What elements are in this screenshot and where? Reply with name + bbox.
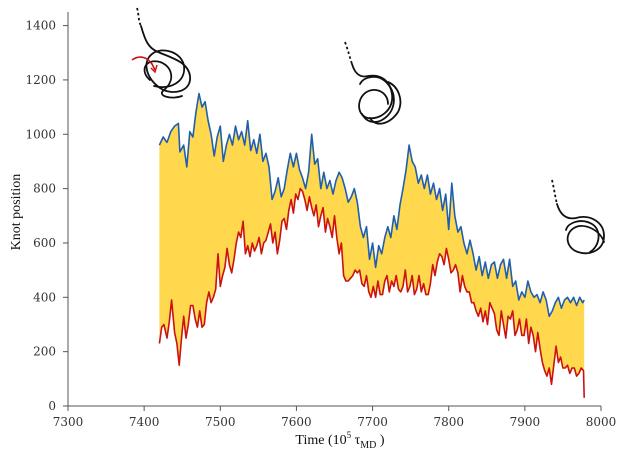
x-tick-label: 7400 xyxy=(129,415,160,429)
shaded-area-layer xyxy=(159,93,585,398)
y-tick-label: 200 xyxy=(33,345,56,359)
y-tick-label: 800 xyxy=(33,182,56,196)
x-tick-label: 7800 xyxy=(433,415,464,429)
knot-icon xyxy=(344,41,402,125)
y-tick-label: 600 xyxy=(33,236,56,250)
lower-series-line xyxy=(158,187,585,398)
y-tick-label: 400 xyxy=(33,290,56,304)
x-tick-label: 7500 xyxy=(205,415,236,429)
x-tick-label: 7600 xyxy=(281,415,312,429)
y-tick-label: 1000 xyxy=(25,127,56,141)
y-axis-title: Knot position xyxy=(9,174,24,251)
x-tick-label: 7900 xyxy=(510,415,541,429)
y-tick-label: 1400 xyxy=(25,19,56,33)
x-axis-title: Time (105 τMD ) xyxy=(295,430,384,451)
x-tick-label: 8000 xyxy=(586,415,617,429)
axes xyxy=(67,12,601,407)
upper-series-line xyxy=(158,92,585,318)
x-axis-ticks: 7300 7400 7500 7600 7700 7800 7900 8000 xyxy=(53,406,617,429)
y-tick-label: 0 xyxy=(48,399,56,413)
trefoil-knot-icon xyxy=(131,7,191,99)
x-tick-label: 7700 xyxy=(357,415,388,429)
series-layer xyxy=(158,92,585,398)
unknotting-knot-icon xyxy=(551,179,605,255)
y-axis-ticks: 0 200 400 600 800 1000 1200 1400 xyxy=(25,19,68,413)
x-tick-label: 7300 xyxy=(53,415,84,429)
shaded-band xyxy=(159,93,585,398)
y-tick-label: 1200 xyxy=(25,73,56,87)
